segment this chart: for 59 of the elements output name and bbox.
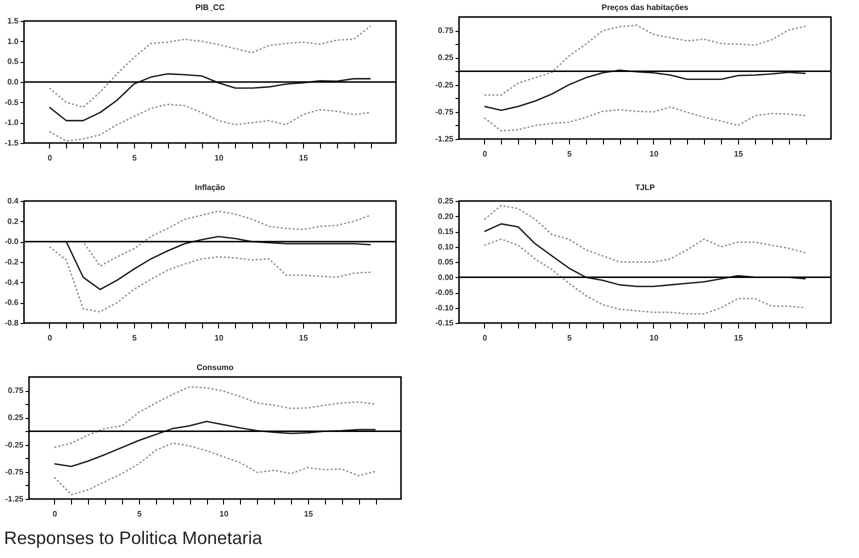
x-tick-label: 10 xyxy=(650,334,659,342)
y-tick-label: 0.00 xyxy=(438,272,454,282)
y-tick-label: -0.75 xyxy=(435,107,454,116)
y-tick-label: 0.0 xyxy=(7,78,20,86)
y-tick-label: -1.25 xyxy=(5,494,24,504)
chart-title: TJLP xyxy=(635,183,656,192)
chart-title: PIB_CC xyxy=(195,3,225,12)
y-tick-label: 1.5 xyxy=(7,16,20,26)
y-tick-label: -1.0 xyxy=(4,118,20,128)
y-tick-label: -0.10 xyxy=(435,303,454,312)
y-tick-label: 0.4 xyxy=(7,196,20,206)
chart-title: Preços das habitações xyxy=(602,3,689,12)
y-tick-label: -0.6 xyxy=(4,298,20,308)
y-tick-label: -1.25 xyxy=(435,134,454,144)
y-tick-label: 0.75 xyxy=(8,386,24,396)
x-tick-label: 0 xyxy=(48,154,53,162)
x-tick-label: 15 xyxy=(734,334,744,342)
y-tick-label: -0.25 xyxy=(435,80,454,90)
x-tick-label: 15 xyxy=(299,154,308,162)
y-tick-label: -0.2 xyxy=(4,258,20,266)
x-tick-label: 0 xyxy=(48,334,53,342)
x-tick-label: 0 xyxy=(482,334,488,342)
x-tick-label: 10 xyxy=(220,510,229,518)
chart-title: Inflação xyxy=(194,183,226,192)
x-tick-label: 0 xyxy=(482,150,488,158)
y-tick-label: 1.0 xyxy=(7,36,20,46)
y-tick-label: 0.10 xyxy=(438,242,454,252)
y-tick-label: 0.25 xyxy=(438,196,454,206)
y-tick-label: 0.25 xyxy=(438,53,454,62)
x-tick-label: 5 xyxy=(567,150,572,158)
x-tick-label: 5 xyxy=(132,334,138,342)
y-tick-label: 0.2 xyxy=(7,216,20,226)
y-tick-label: -0.0 xyxy=(4,237,20,246)
y-tick-label: -0.25 xyxy=(5,440,24,450)
y-tick-label: 0.25 xyxy=(8,413,24,422)
y-tick-label: 0.15 xyxy=(438,227,454,236)
x-tick-label: 5 xyxy=(567,334,572,342)
y-tick-label: -1.5 xyxy=(4,138,20,148)
y-tick-label: -0.8 xyxy=(4,318,20,328)
x-tick-label: 15 xyxy=(299,334,308,342)
y-tick-label: 0.20 xyxy=(438,212,454,221)
text: Responses to Politica Monetaria xyxy=(4,528,262,549)
y-tick-label: -0.75 xyxy=(5,467,24,476)
y-tick-label: 0.05 xyxy=(438,258,454,266)
x-tick-label: 0 xyxy=(52,510,58,518)
x-tick-label: 10 xyxy=(650,150,659,158)
y-tick-label: 0.75 xyxy=(438,26,454,36)
y-tick-label: 0.5 xyxy=(7,57,20,66)
y-tick-label: -0.05 xyxy=(435,288,454,297)
x-tick-label: 10 xyxy=(214,154,224,162)
x-tick-label: 10 xyxy=(214,334,224,342)
x-tick-label: 15 xyxy=(304,510,314,518)
y-tick-label: -0.4 xyxy=(4,278,20,287)
x-tick-label: 15 xyxy=(734,150,744,158)
chart-title: Consumo xyxy=(196,363,234,372)
y-tick-label: -0.5 xyxy=(4,98,20,107)
x-tick-label: 5 xyxy=(132,154,138,162)
y-tick-label: -0.15 xyxy=(435,318,454,328)
x-tick-label: 5 xyxy=(137,510,142,518)
